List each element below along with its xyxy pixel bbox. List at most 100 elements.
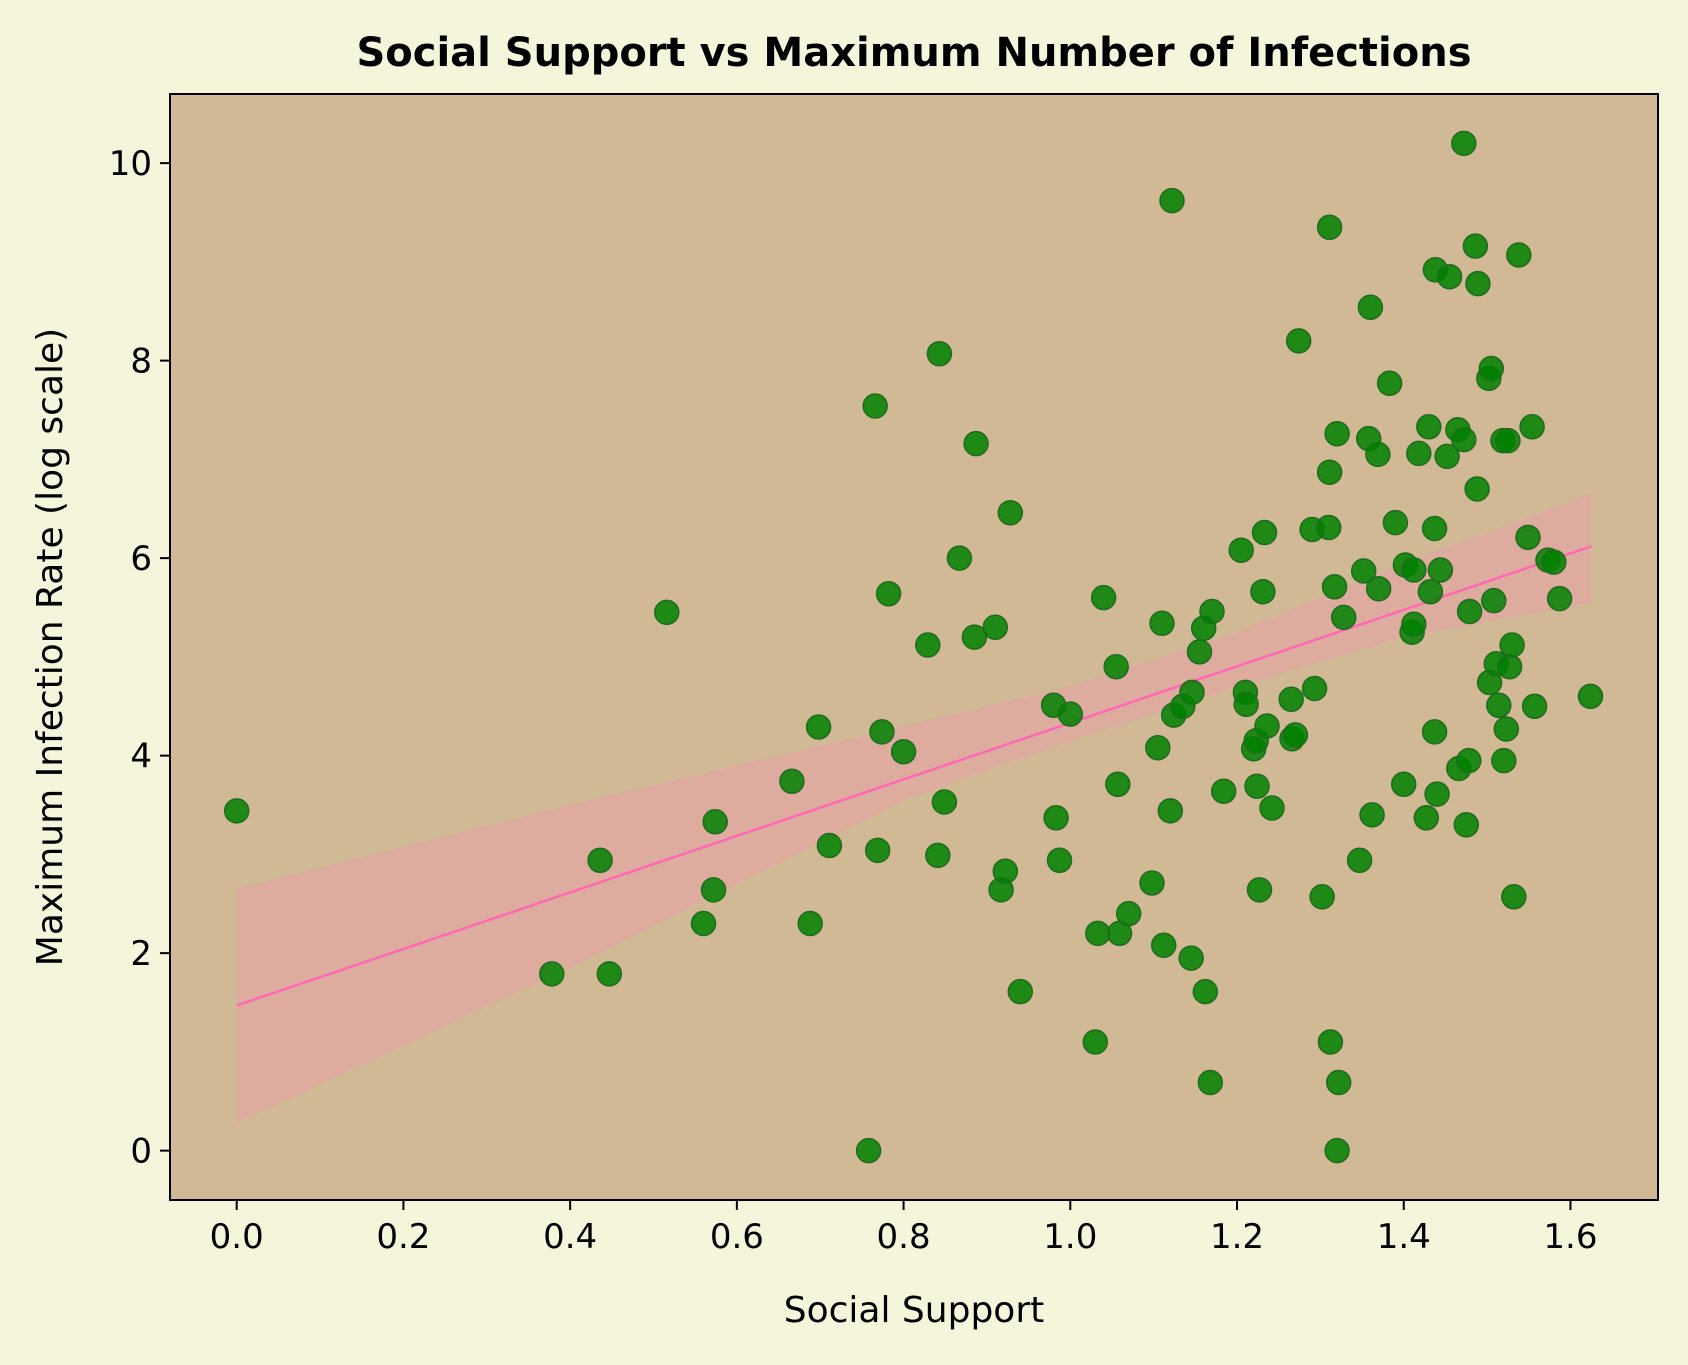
- scatter-points: [223, 130, 1604, 1164]
- x-tick-label: 0.4: [543, 1217, 597, 1257]
- data-point: [875, 580, 902, 607]
- y-tick-label: 4: [130, 737, 152, 777]
- data-point: [1139, 870, 1165, 896]
- data-point: [997, 499, 1024, 526]
- data-point: [1491, 747, 1517, 774]
- x-tick-label: 1.6: [1543, 1217, 1597, 1257]
- data-point: [1493, 716, 1520, 742]
- data-point: [1434, 443, 1460, 470]
- data-point: [1210, 778, 1237, 804]
- data-point: [1199, 598, 1225, 625]
- x-tick-label: 1.2: [1210, 1217, 1264, 1257]
- data-point: [1157, 798, 1184, 824]
- data-point: [1401, 611, 1427, 638]
- data-point: [1085, 920, 1111, 947]
- data-point: [1350, 558, 1377, 584]
- data-point: [1082, 1029, 1109, 1055]
- data-point: [1278, 686, 1304, 713]
- data-point: [1365, 441, 1391, 468]
- data-point: [596, 961, 623, 987]
- data-point: [1233, 691, 1259, 718]
- data-point: [1541, 549, 1567, 575]
- y-tick-label: 0: [130, 1132, 152, 1172]
- data-point: [1254, 713, 1280, 739]
- data-point: [1421, 719, 1448, 745]
- data-point: [1519, 414, 1545, 440]
- data-point: [690, 910, 717, 937]
- data-point: [864, 837, 891, 864]
- regression-line: [236, 545, 1592, 1007]
- data-point: [1244, 773, 1270, 799]
- confidence-band: [236, 493, 1592, 1123]
- data-point: [1251, 519, 1278, 546]
- data-point: [1186, 639, 1213, 665]
- data-point: [869, 719, 895, 745]
- data-point: [931, 789, 958, 815]
- data-point: [946, 545, 973, 571]
- y-tick-label: 10: [109, 144, 152, 184]
- data-point: [1453, 812, 1480, 838]
- data-point: [890, 738, 917, 765]
- data-point: [1357, 294, 1384, 321]
- data-point: [1046, 847, 1073, 874]
- data-point: [700, 877, 727, 903]
- data-point: [1250, 578, 1276, 605]
- data-point: [963, 430, 989, 457]
- data-point: [1456, 598, 1483, 625]
- data-point: [1464, 476, 1490, 502]
- data-point: [1007, 978, 1034, 1005]
- data-point: [1197, 1069, 1224, 1096]
- data-point: [1436, 263, 1463, 290]
- data-point: [1577, 683, 1604, 710]
- data-point: [1316, 459, 1343, 485]
- data-point: [1486, 692, 1512, 719]
- x-tick-label: 0.0: [210, 1217, 264, 1257]
- data-point: [1365, 575, 1392, 602]
- data-point: [915, 632, 941, 658]
- x-tick-label: 1.0: [1043, 1217, 1097, 1257]
- data-point: [1324, 1137, 1350, 1164]
- data-point: [1282, 722, 1309, 748]
- data-point: [1346, 847, 1373, 874]
- data-point: [1451, 426, 1477, 453]
- data-point: [862, 393, 888, 419]
- data-point: [1150, 932, 1177, 958]
- x-axis-label: Social Support: [784, 1290, 1045, 1331]
- data-point: [1105, 771, 1131, 798]
- data-point: [779, 768, 805, 795]
- data-point: [1179, 679, 1205, 706]
- data-point: [855, 1137, 882, 1164]
- data-point: [926, 340, 953, 367]
- y-tick-label: 6: [130, 539, 152, 579]
- data-point: [1376, 370, 1403, 397]
- data-point: [1316, 214, 1343, 241]
- data-point: [1043, 805, 1069, 831]
- data-point: [1451, 130, 1477, 157]
- data-point: [805, 714, 832, 740]
- data-point: [1192, 978, 1219, 1005]
- data-point: [1478, 355, 1505, 382]
- data-point: [1427, 557, 1454, 583]
- data-point: [1382, 509, 1409, 536]
- data-point: [1424, 781, 1450, 807]
- y-axis-ticks: 0 2 4 6 8 10: [109, 144, 170, 1172]
- data-point: [1462, 233, 1489, 259]
- data-point: [1390, 771, 1417, 798]
- data-point: [1285, 328, 1312, 354]
- data-point: [702, 809, 728, 835]
- data-point: [1315, 514, 1342, 541]
- data-point: [797, 910, 823, 937]
- data-point: [961, 624, 988, 650]
- x-tick-label: 0.6: [710, 1217, 764, 1257]
- x-axis-ticks: 0.0 0.2 0.4 0.6 0.8 1.0 1.2 1.4 1.6: [210, 1200, 1598, 1257]
- data-point: [1359, 802, 1385, 828]
- data-point: [1246, 877, 1273, 903]
- data-point: [1159, 187, 1185, 214]
- data-point: [1090, 584, 1117, 611]
- data-point: [1421, 515, 1448, 542]
- data-point: [1259, 795, 1285, 821]
- data-point: [1515, 524, 1541, 551]
- data-point: [1149, 610, 1175, 637]
